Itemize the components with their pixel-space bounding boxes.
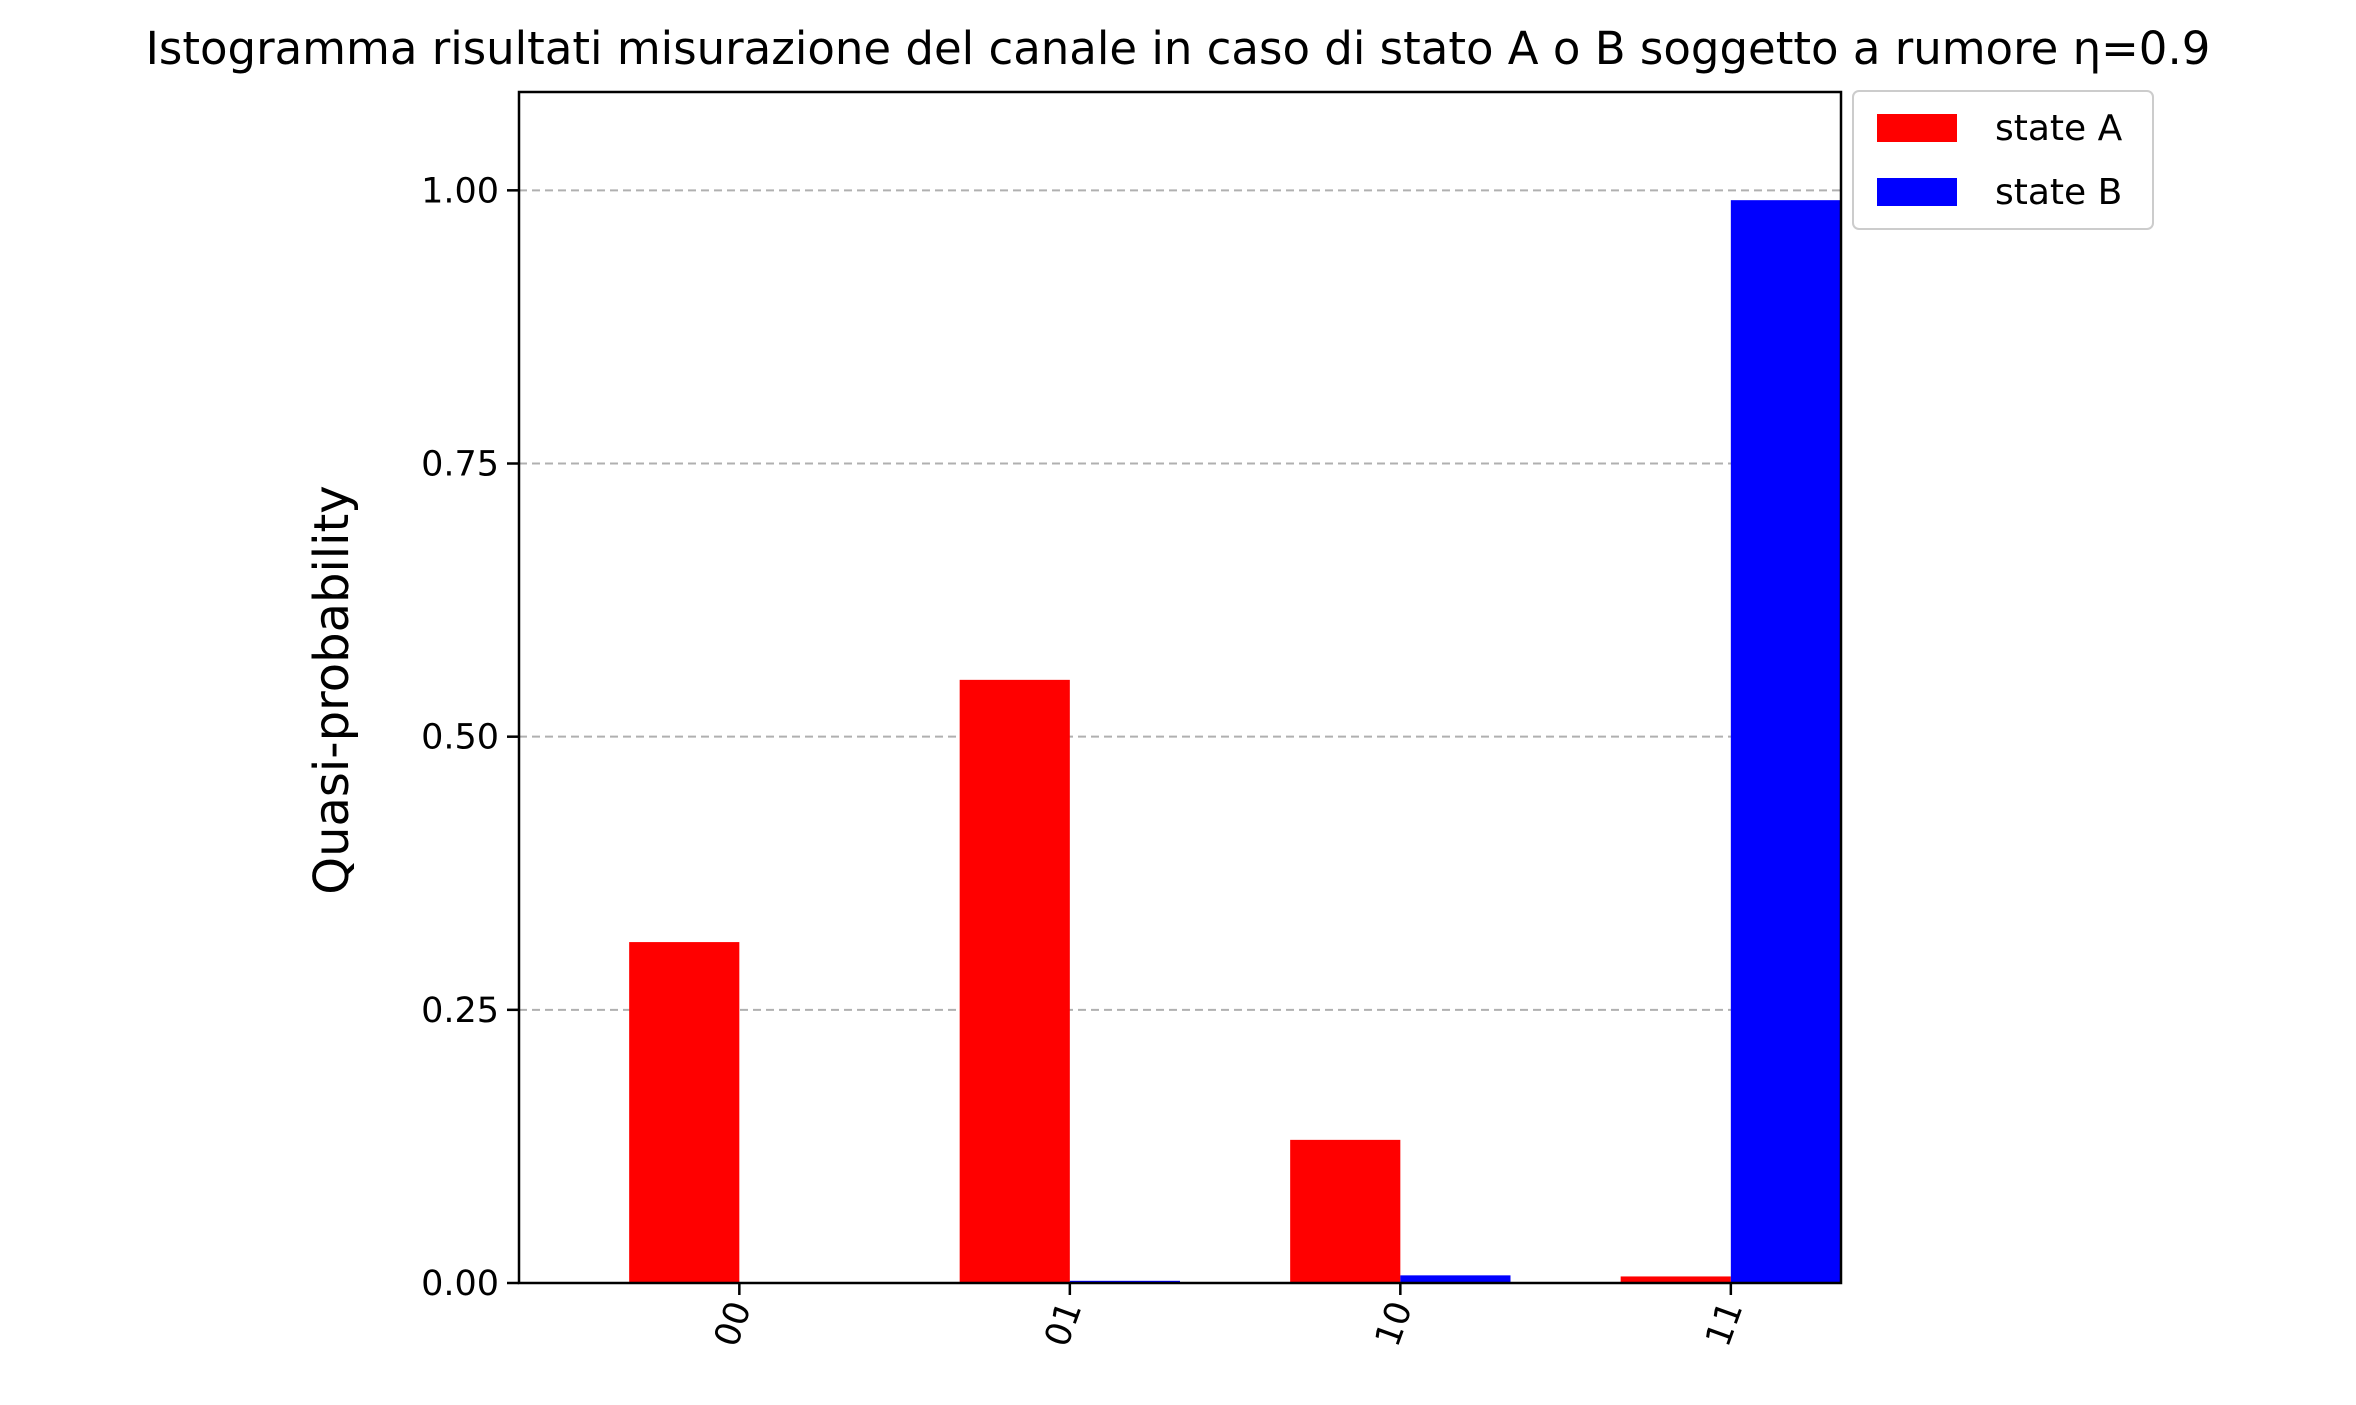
legend-label: state A: [1995, 108, 2123, 149]
legend-label: state B: [1995, 172, 2122, 213]
x-axis: 00 01 10 11: [707, 1283, 1751, 1352]
legend-swatch: [1877, 178, 1957, 206]
bar-state-a-00: [629, 942, 740, 1283]
legend-swatch: [1877, 114, 1957, 142]
bar-state-b-11: [1730, 200, 1841, 1284]
chart-title: Istogramma risultati misurazione del can…: [146, 22, 2211, 75]
bars: [629, 200, 1841, 1284]
y-tick-label: 0.50: [421, 718, 499, 758]
bar-state-a-10: [1290, 1139, 1401, 1283]
bar-state-a-01: [959, 679, 1070, 1283]
y-axis-label: Quasi-probability: [304, 485, 360, 894]
bar-state-b-10: [1400, 1275, 1511, 1283]
bar-state-a-11: [1620, 1276, 1731, 1283]
y-tick-label: 0.75: [421, 445, 499, 485]
legend: state A state B: [1852, 90, 2154, 230]
plot-frame: [517, 90, 1843, 1285]
y-gridlines: [519, 189, 1841, 1011]
y-axis: 0.00 0.25 0.50 0.75 1.00: [421, 171, 519, 1304]
y-tick-label: 1.00: [421, 171, 499, 211]
x-tick-label: 11: [1698, 1296, 1751, 1352]
y-tick-label: 0.00: [421, 1264, 499, 1304]
x-tick-label: 10: [1368, 1296, 1421, 1352]
x-tick-label: 01: [1037, 1296, 1090, 1352]
x-tick-label: 00: [707, 1296, 760, 1352]
y-tick-label: 0.25: [421, 991, 499, 1031]
